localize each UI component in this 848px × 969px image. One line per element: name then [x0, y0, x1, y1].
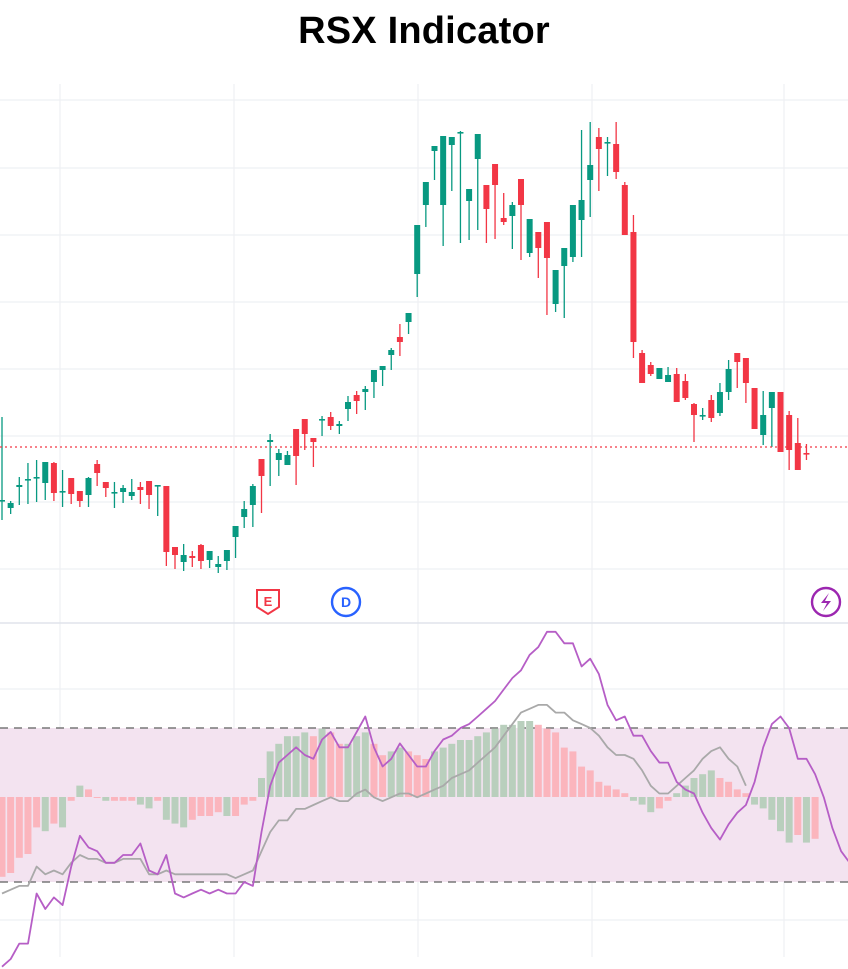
rsx-lines [1, 630, 848, 968]
svg-text:D: D [341, 594, 351, 610]
chart-title: RSX Indicator [298, 10, 550, 52]
price-candles [0, 122, 810, 573]
rsx-band [0, 727, 848, 883]
dividend-marker[interactable]: D [330, 586, 362, 618]
earnings-marker[interactable]: E [256, 589, 280, 616]
rsx-histogram [0, 721, 819, 877]
event-marker[interactable] [810, 586, 842, 618]
svg-text:E: E [264, 594, 273, 609]
